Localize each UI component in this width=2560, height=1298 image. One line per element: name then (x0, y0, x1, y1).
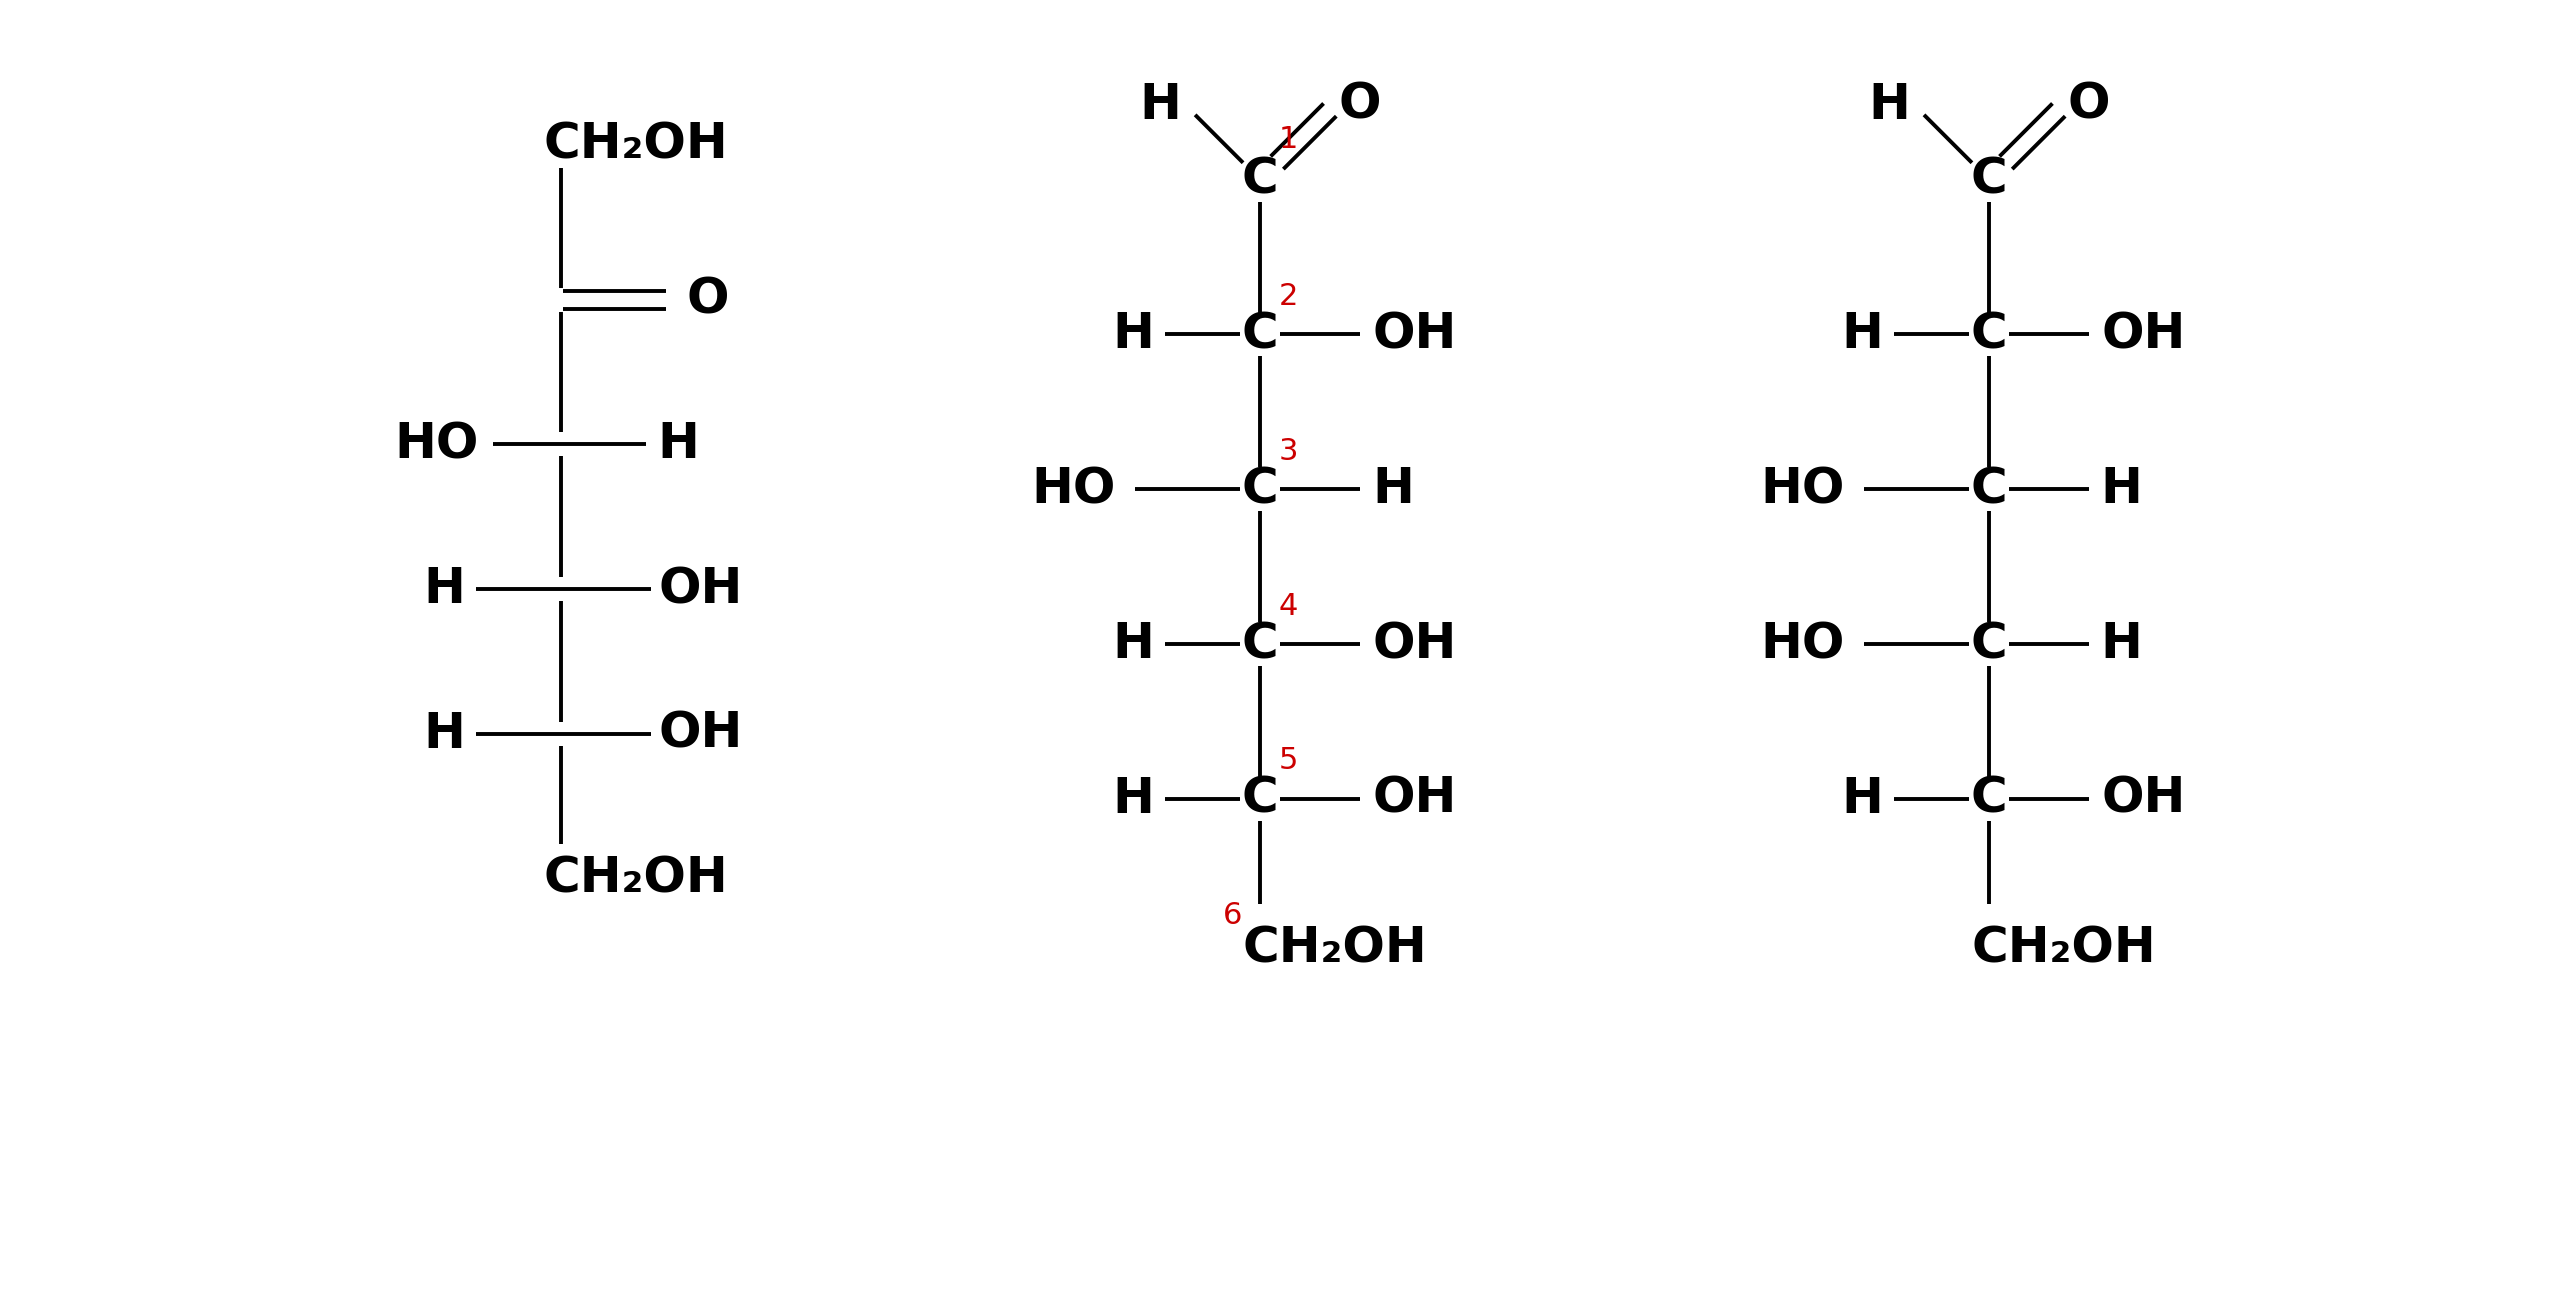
Text: CH₂OH: CH₂OH (1971, 924, 2156, 972)
Text: C: C (1971, 465, 2007, 513)
Text: O: O (2068, 80, 2109, 129)
Text: HO: HO (1761, 465, 1843, 513)
Text: H: H (1869, 80, 1910, 129)
Text: H: H (1111, 310, 1155, 358)
Text: OH: OH (2102, 310, 2186, 358)
Text: C: C (1242, 620, 1277, 668)
Text: H: H (658, 421, 699, 469)
Text: H: H (422, 565, 466, 613)
Text: C: C (1971, 310, 2007, 358)
Text: H: H (1841, 775, 1884, 823)
Text: OH: OH (1372, 620, 1457, 668)
Text: 5: 5 (1277, 746, 1298, 775)
Text: C: C (1242, 775, 1277, 823)
Text: H: H (2102, 620, 2143, 668)
Text: H: H (1372, 465, 1413, 513)
Text: HO: HO (1761, 620, 1843, 668)
Text: C: C (1242, 465, 1277, 513)
Text: OH: OH (2102, 775, 2186, 823)
Text: H: H (1841, 310, 1884, 358)
Text: 1: 1 (1277, 126, 1298, 154)
Text: HO: HO (394, 421, 479, 469)
Text: CH₂OH: CH₂OH (543, 854, 730, 902)
Text: C: C (1971, 620, 2007, 668)
Text: H: H (1111, 620, 1155, 668)
Text: 4: 4 (1277, 592, 1298, 620)
Text: OH: OH (1372, 775, 1457, 823)
Text: OH: OH (658, 710, 742, 758)
Text: H: H (1111, 775, 1155, 823)
Text: C: C (1971, 775, 2007, 823)
Text: HO: HO (1032, 465, 1116, 513)
Text: C: C (1242, 310, 1277, 358)
Text: OH: OH (658, 565, 742, 613)
Text: OH: OH (1372, 310, 1457, 358)
Text: O: O (686, 275, 730, 323)
Text: 2: 2 (1277, 282, 1298, 312)
Text: C: C (1242, 156, 1277, 204)
Text: H: H (422, 710, 466, 758)
Text: H: H (2102, 465, 2143, 513)
Text: H: H (1139, 80, 1180, 129)
Text: 6: 6 (1221, 901, 1242, 931)
Text: 3: 3 (1277, 437, 1298, 466)
Text: CH₂OH: CH₂OH (1242, 924, 1428, 972)
Text: CH₂OH: CH₂OH (543, 121, 730, 169)
Text: O: O (1339, 80, 1382, 129)
Text: C: C (1971, 156, 2007, 204)
